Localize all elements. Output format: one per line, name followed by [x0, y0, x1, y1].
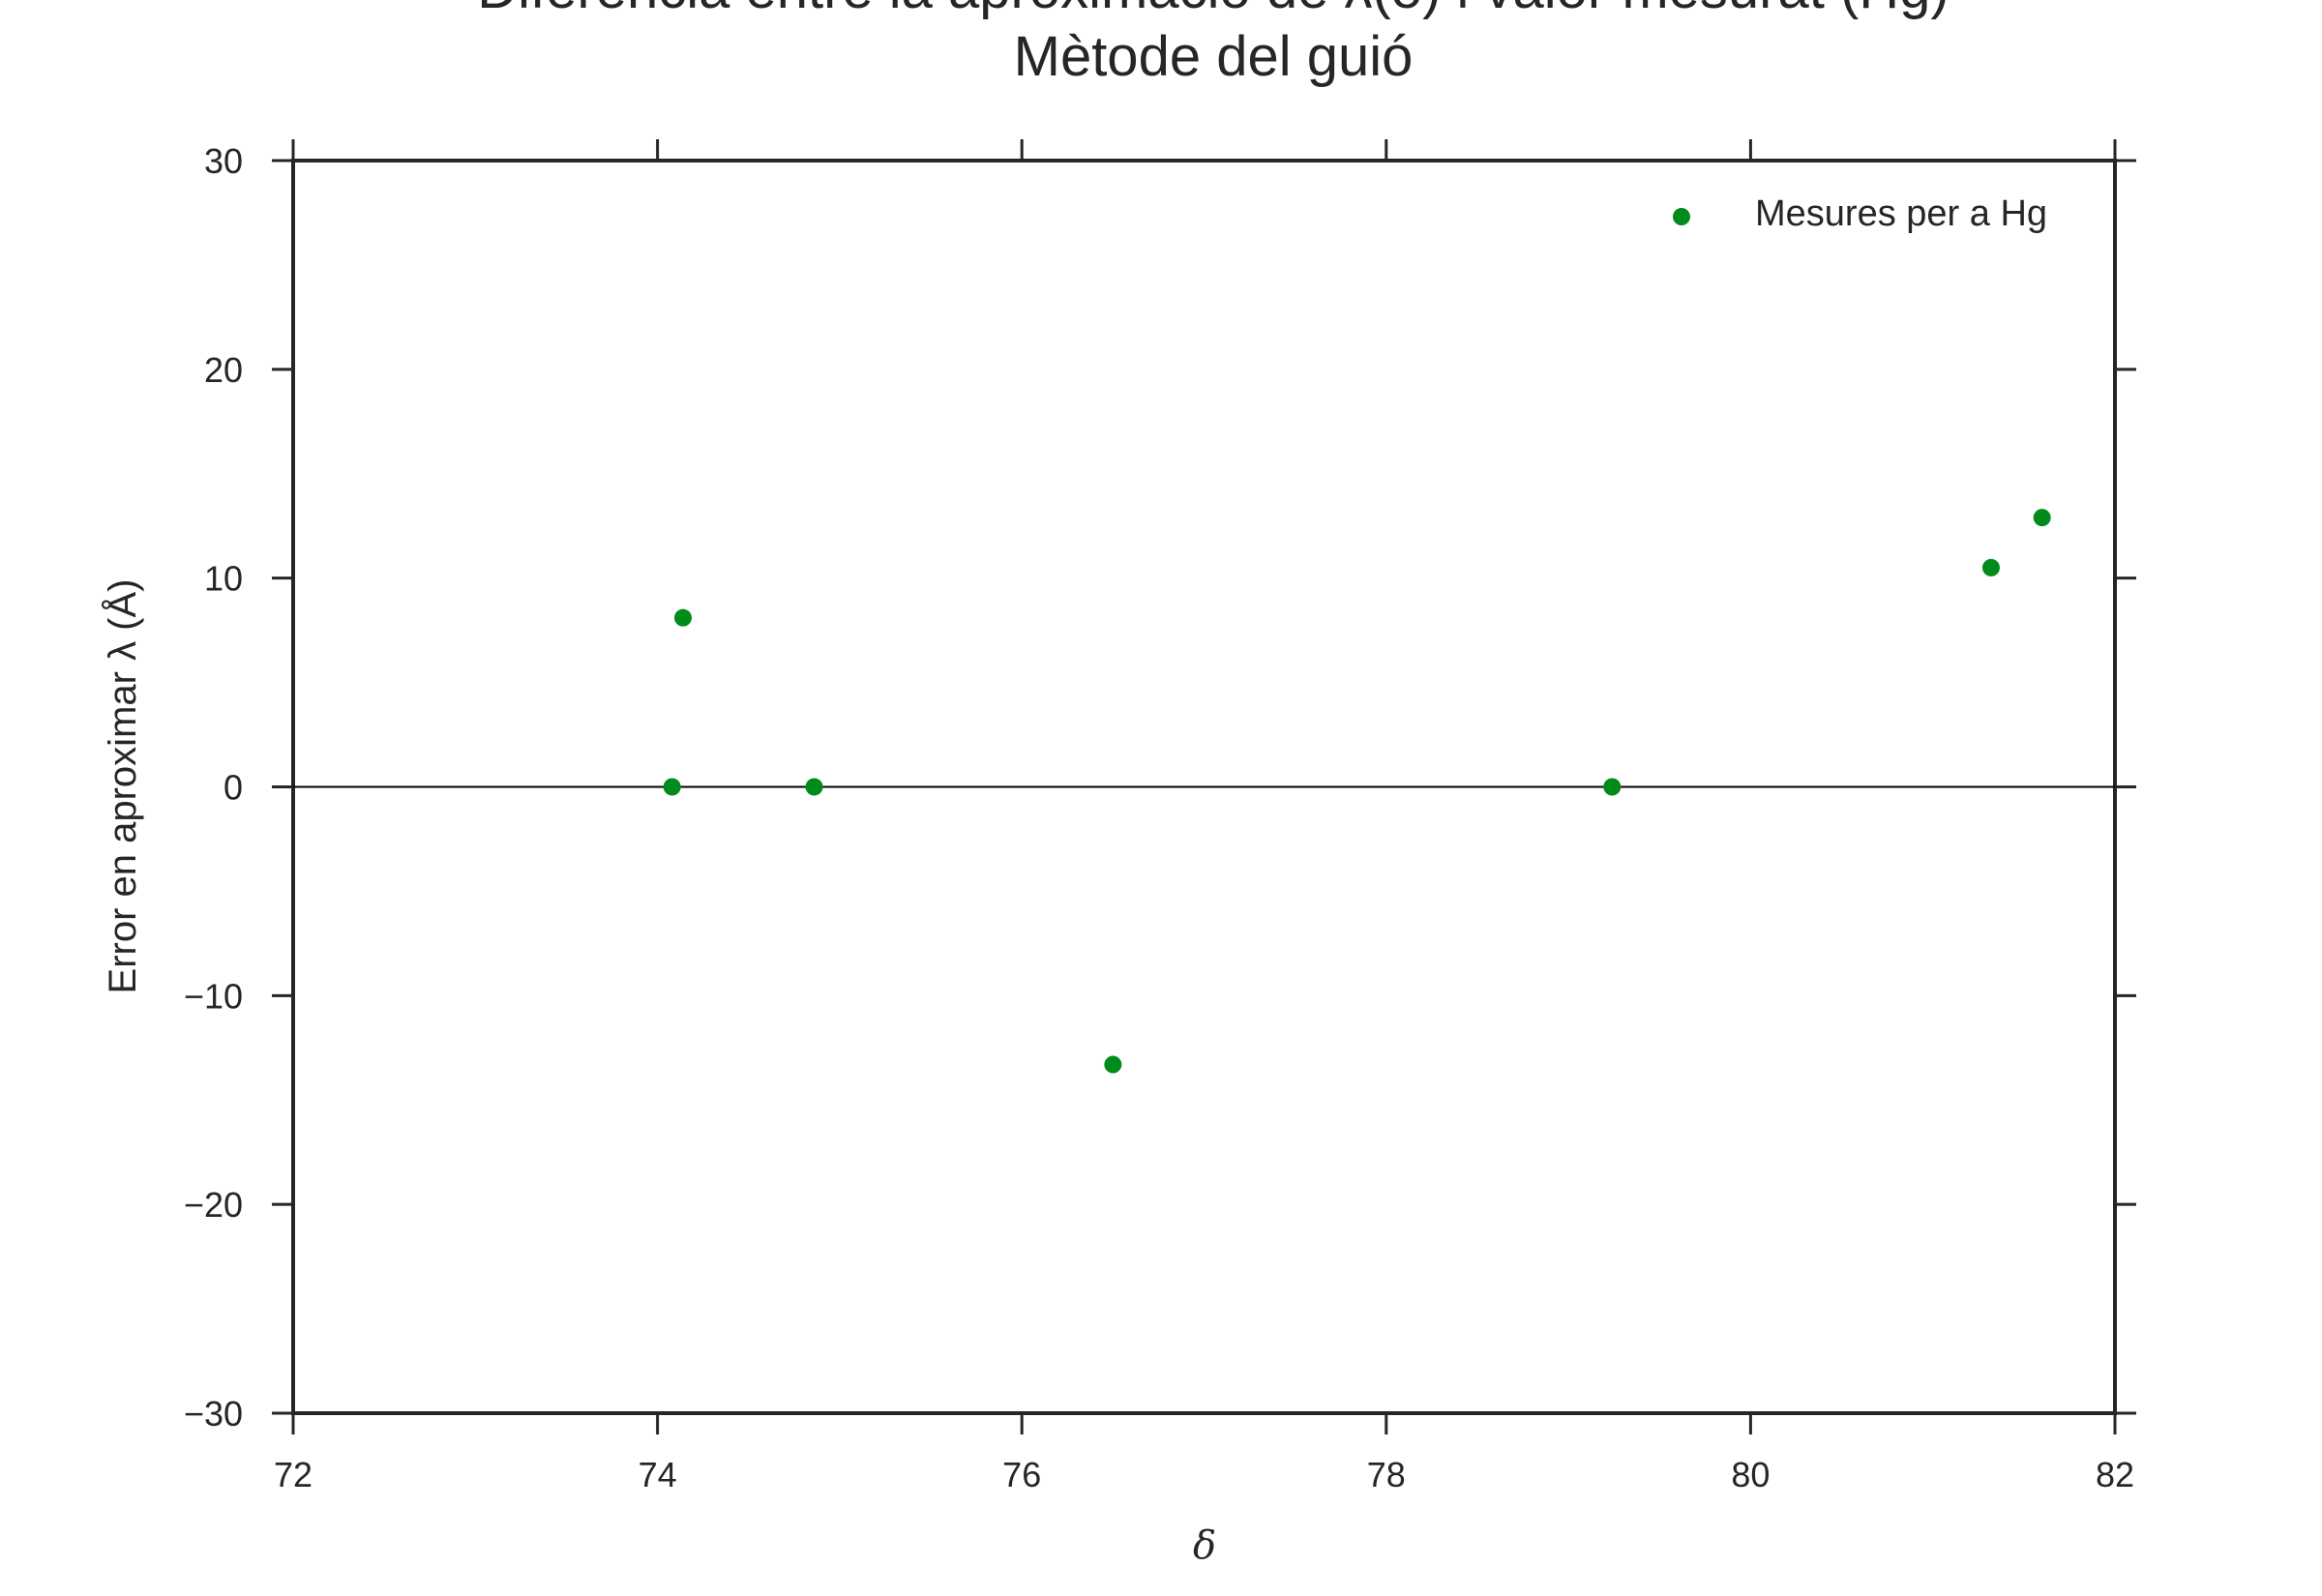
data-point: [1104, 1055, 1122, 1074]
x-tick-label: 80: [1731, 1455, 1770, 1494]
y-tick-label: 30: [204, 141, 243, 181]
legend-marker: [1673, 208, 1690, 225]
x-tick-label: 74: [639, 1455, 677, 1494]
x-tick-label: 72: [274, 1455, 313, 1494]
data-point: [663, 778, 681, 796]
y-tick-label: −30: [184, 1394, 243, 1433]
y-tick-label: 10: [204, 559, 243, 599]
data-point: [2033, 509, 2051, 527]
y-tick-label: 0: [223, 768, 243, 808]
x-tick-label: 78: [1367, 1455, 1406, 1494]
x-tick-label: 82: [2096, 1455, 2134, 1494]
x-axis-label: δ: [1193, 1523, 1216, 1568]
x-axis: 72 74 76 78 80 82: [274, 139, 2134, 1494]
data-point: [1603, 778, 1622, 796]
y-axis: 30 20 10 0 −10 −20 −30: [184, 141, 2136, 1433]
data-point: [1981, 558, 2000, 576]
y-tick-label: 20: [204, 350, 243, 390]
legend-label: Mesures per a Hg: [1755, 193, 2047, 234]
chart-title-line-2: Mètode del guió: [1014, 25, 1414, 88]
y-axis-label: Error en aproximar λ (Å): [101, 579, 144, 994]
data-point: [673, 608, 692, 627]
x-tick-label: 76: [1002, 1455, 1041, 1494]
y-tick-label: −20: [184, 1185, 243, 1225]
legend: Mesures per a Hg: [1673, 193, 2047, 234]
chart-title-line-1: Diferència entre la aproximació de λ(δ) …: [477, 0, 1949, 20]
data-point: [805, 778, 823, 796]
scatter-points: [663, 509, 2051, 1074]
y-tick-label: −10: [184, 976, 243, 1016]
